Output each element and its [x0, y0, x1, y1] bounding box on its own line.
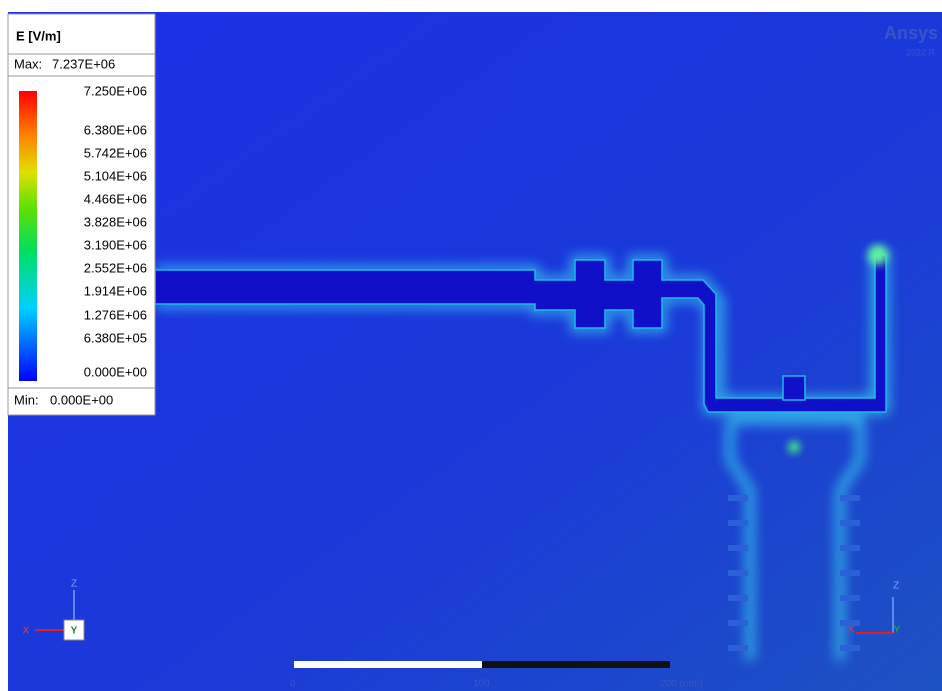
max-value: 7.237E+06 [52, 56, 115, 71]
legend-level: 1.276E+06 [84, 307, 147, 322]
legend-level: 5.742E+06 [84, 145, 147, 160]
field-plot: E [V/m] Max: 7.237E+06 Min: 0.000E+00 7.… [0, 0, 942, 691]
legend-level: 7.250E+06 [84, 83, 147, 98]
hotspot [788, 441, 800, 453]
triad-label: X [848, 625, 855, 636]
scale-label: 100 [473, 679, 490, 690]
watermark-version: 2022 R [906, 47, 936, 57]
legend-title: E [V/m] [16, 28, 61, 43]
max-label: Max: [14, 56, 42, 71]
legend-level: 2.552E+06 [84, 260, 147, 275]
legend-level: 4.466E+06 [84, 191, 147, 206]
triad-label: Y [71, 626, 78, 637]
scale-label: 200 (mm) [660, 679, 703, 690]
scale-bar-white [294, 661, 482, 668]
legend-level: 3.828E+06 [84, 214, 147, 229]
triad-label: Z [71, 579, 77, 590]
triad-label: Y [894, 625, 901, 636]
viewport: E [V/m] Max: 7.237E+06 Min: 0.000E+00 7.… [0, 0, 942, 691]
legend-level: 5.104E+06 [84, 168, 147, 183]
legend-level: 6.380E+06 [84, 122, 147, 137]
legend-level: 1.914E+06 [84, 283, 147, 298]
triad-label: Z [893, 581, 899, 592]
legend-level: 6.380E+05 [84, 330, 147, 345]
triad-label: X [23, 626, 30, 637]
watermark-brand: Ansys [884, 23, 938, 43]
min-label: Min: [14, 392, 39, 407]
legend-level: 3.190E+06 [84, 237, 147, 252]
legend-level: 0.000E+00 [84, 364, 147, 379]
scale-label: 0 [290, 679, 296, 690]
scale-bar-black [482, 661, 670, 668]
min-value: 0.000E+00 [50, 392, 113, 407]
hotspot [868, 245, 888, 265]
color-bar [19, 91, 37, 381]
